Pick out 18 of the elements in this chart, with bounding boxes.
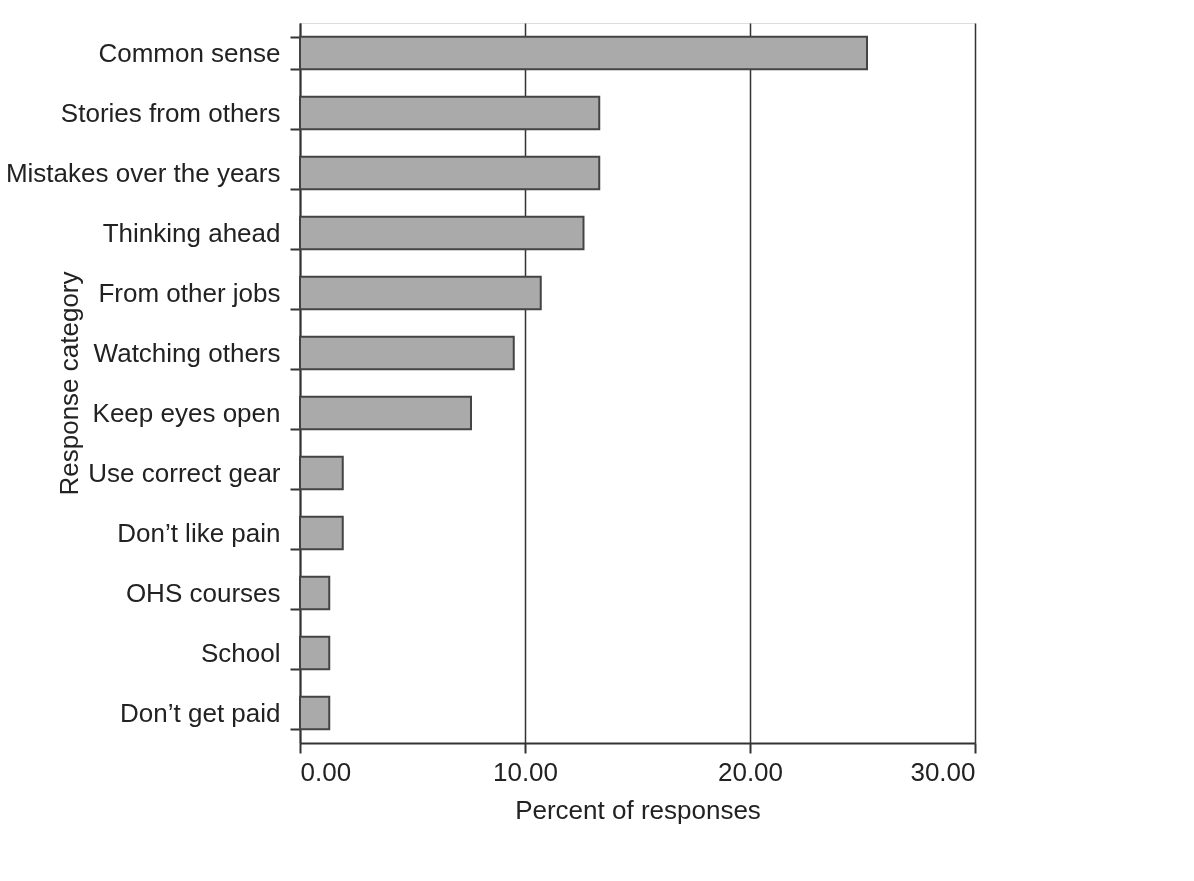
- x-tick-label: 10.00: [492, 756, 559, 787]
- y-tick-label: Don’t like pain: [117, 517, 281, 548]
- y-tick-label: OHS courses: [125, 577, 281, 608]
- x-tick-label: 0.00: [300, 756, 352, 787]
- y-tick-label: Watching others: [93, 337, 281, 368]
- y-tick-label: Use correct gear: [88, 457, 281, 488]
- y-tick-label: From other jobs: [98, 277, 281, 308]
- y-tick-label: Mistakes over the years: [5, 157, 281, 188]
- y-tick-label: Keep eyes open: [92, 397, 281, 428]
- x-tick-label: 20.00: [717, 756, 784, 787]
- y-tick-label: Stories from others: [60, 97, 281, 128]
- x-tick-label: 30.00: [910, 756, 976, 787]
- y-tick-label: Common sense: [98, 37, 281, 68]
- y-axis-title: Response category: [53, 271, 84, 496]
- x-axis-title: Percent of responses: [515, 794, 761, 825]
- y-tick-label: Thinking ahead: [102, 217, 281, 248]
- y-tick-label: Don’t get paid: [120, 697, 281, 728]
- y-tick-label: School: [201, 637, 281, 668]
